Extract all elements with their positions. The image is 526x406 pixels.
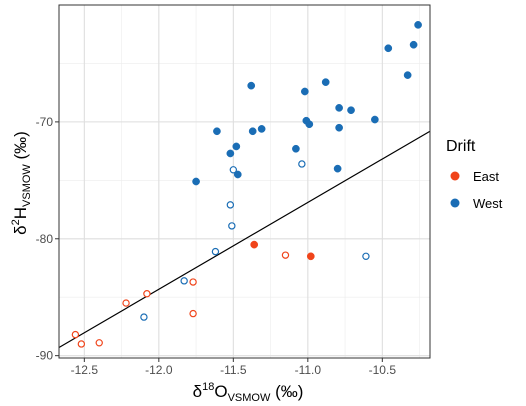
legend-key-west <box>450 198 460 208</box>
legend: Drift East West <box>446 138 503 211</box>
x-tick-label: -12.5 <box>71 363 99 377</box>
y-axis-title: δ2HVSMOW (‰) <box>10 131 33 235</box>
data-point-west <box>192 177 200 186</box>
data-point-west <box>233 170 242 179</box>
data-point-west <box>321 78 330 86</box>
data-point-west <box>140 313 148 321</box>
data-point-west <box>409 40 418 49</box>
reference-line <box>58 130 431 348</box>
x-tick-label: -11.0 <box>295 363 322 377</box>
data-point-east <box>281 251 290 259</box>
y-tick-label: -90 <box>36 349 54 363</box>
data-point-west <box>257 125 266 133</box>
data-point-west <box>335 123 343 132</box>
x-axis-ticks: -12.5 -12.0 -11.5 -11.0 -10.5 <box>71 358 397 377</box>
data-point-west <box>371 115 379 124</box>
data-point-west <box>300 87 309 96</box>
data-point-east <box>189 309 197 318</box>
data-point-west <box>347 106 355 115</box>
data-point-west <box>226 201 235 209</box>
x-axis-title: δ18OVSMOW (‰) <box>193 381 304 404</box>
data-point-west <box>414 21 422 29</box>
data-point-east <box>77 340 86 348</box>
data-point-west <box>335 104 343 112</box>
grid-major <box>59 5 430 358</box>
data-point-west <box>226 149 235 158</box>
data-point-west <box>298 160 306 168</box>
data-point-east <box>306 252 315 261</box>
data-point-west <box>213 127 221 136</box>
legend-label-west: West <box>473 196 503 211</box>
legend-key-east <box>450 171 460 181</box>
data-point-west <box>362 252 370 261</box>
data-point-east <box>95 339 103 347</box>
data-point-west <box>211 247 220 256</box>
data-point-east <box>71 330 80 339</box>
data-point-west <box>403 71 412 79</box>
data-point-west <box>333 164 342 173</box>
x-tick-label: -12.0 <box>145 363 173 377</box>
legend-title: Drift <box>446 138 476 155</box>
y-tick-label: -80 <box>36 232 54 246</box>
data-points <box>71 21 422 348</box>
y-tick-label: -70 <box>36 115 54 129</box>
grid-minor <box>59 5 430 358</box>
y-axis-ticks: -90 -80 -70 <box>36 115 59 363</box>
plot-panel-border <box>58 4 431 359</box>
data-point-east <box>143 290 151 298</box>
legend-label-east: East <box>473 169 499 184</box>
data-point-east <box>250 240 259 249</box>
data-point-west <box>180 277 188 285</box>
data-point-west <box>228 222 236 230</box>
x-tick-label: -10.5 <box>369 363 397 377</box>
data-point-west <box>292 144 300 153</box>
data-point-west <box>248 127 257 136</box>
data-point-west <box>232 142 241 151</box>
data-point-west <box>229 166 238 174</box>
x-tick-label: -11.5 <box>220 363 247 377</box>
data-point-west <box>247 81 256 90</box>
data-point-west <box>384 44 393 53</box>
data-point-east <box>189 278 197 286</box>
data-point-west <box>305 120 314 129</box>
data-point-east <box>122 299 130 307</box>
reference-line-layer <box>58 130 431 348</box>
